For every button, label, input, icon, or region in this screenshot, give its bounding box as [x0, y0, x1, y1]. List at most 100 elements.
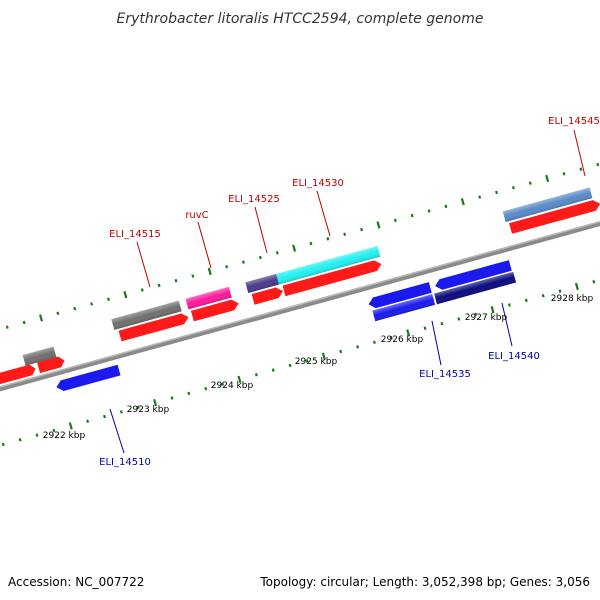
upper-minor-tick: [5, 325, 9, 329]
gene-eli-14535-arrow: [368, 282, 432, 309]
lower-minor-tick: [558, 289, 562, 293]
lower-major-tick: [237, 375, 242, 384]
upper-minor-tick: [191, 274, 195, 278]
upper-minor-tick: [174, 278, 178, 283]
upper-minor-tick: [107, 297, 110, 302]
backbone-highlight: [0, 197, 600, 396]
tick-row-upper: [5, 162, 600, 329]
lower-minor-tick: [474, 312, 478, 317]
gene-red-arrow-1: [0, 364, 36, 385]
tick-label-2925: 2925 kbp: [295, 357, 338, 367]
upper-minor-tick: [427, 209, 431, 213]
upper-minor-tick: [90, 302, 94, 306]
gene-grey-left-shine: [22, 346, 57, 366]
lower-major-tick: [406, 329, 411, 337]
gene-label-eli-14515[interactable]: ELI_14515: [109, 229, 161, 240]
upper-minor-tick: [275, 251, 279, 255]
lower-minor-tick: [592, 280, 596, 284]
upper-minor-tick: [579, 167, 583, 171]
lower-minor-tick: [136, 405, 140, 410]
upper-minor-tick: [528, 181, 532, 185]
gene-eli-14525-arrow: [251, 287, 284, 305]
lower-minor-tick: [170, 396, 174, 400]
lower-minor-tick: [271, 368, 275, 372]
genome-track: [0, 162, 600, 447]
gene-label-eli-14510[interactable]: ELI_14510: [99, 457, 151, 468]
lower-minor-tick: [254, 373, 258, 377]
gene-label-ruvc[interactable]: ruvC: [185, 210, 208, 221]
genome-title: Erythrobacter litoralis HTCC2594, comple…: [117, 11, 484, 27]
leader-eli-14515: [136, 241, 151, 288]
gene-eli-14545-upper-shine: [502, 187, 593, 223]
lower-minor-tick: [372, 340, 376, 344]
tick-label-2928: 2928 kbp: [551, 294, 594, 304]
upper-minor-tick: [225, 265, 229, 269]
gene-label-eli-14540[interactable]: ELI_14540: [488, 351, 540, 362]
lower-major-tick: [574, 282, 579, 291]
upper-minor-tick: [393, 218, 397, 223]
upper-major-tick: [292, 244, 297, 252]
gene-eli-14510-arrow: [56, 364, 121, 391]
gene-eli-14535-lower-shine: [372, 294, 436, 322]
leader-eli-14535: [431, 320, 442, 366]
tick-label-2923: 2923 kbp: [127, 405, 170, 415]
lower-minor-tick: [389, 335, 393, 340]
leader-eli-14525: [254, 206, 268, 254]
lower-minor-tick: [187, 391, 191, 396]
upper-minor-tick: [562, 172, 566, 176]
genome-summary-text: Topology: circular; Length: 3,052,398 bp…: [259, 575, 590, 589]
lower-minor-tick: [457, 317, 461, 321]
lower-major-tick: [153, 398, 158, 407]
gene-label-eli-14535[interactable]: ELI_14535: [419, 369, 471, 380]
accession-text: Accession: NC_007722: [8, 575, 144, 589]
lower-minor-tick: [221, 382, 225, 386]
gene-label-eli-14545[interactable]: ELI_14545: [548, 116, 600, 127]
tick-label-2926: 2926 kbp: [381, 335, 424, 345]
upper-minor-tick: [360, 227, 364, 232]
genome-backbone: [0, 197, 600, 400]
upper-minor-tick: [410, 213, 414, 218]
gene-leader-lines: [109, 129, 586, 454]
leader-eli-14510: [109, 408, 125, 454]
gene-ruvc-upper-shine: [185, 286, 232, 310]
upper-minor-tick: [140, 288, 144, 292]
gene-eli-14540-lower-shine: [434, 271, 517, 305]
lower-major-tick: [321, 352, 326, 360]
gene-eli-14525-upper-shine: [245, 273, 280, 293]
lower-minor-tick: [35, 433, 39, 437]
lower-minor-tick: [541, 294, 545, 298]
lower-minor-tick: [204, 386, 208, 391]
upper-minor-tick: [495, 190, 499, 195]
lower-minor-tick: [356, 345, 360, 349]
lower-minor-tick: [86, 419, 90, 423]
upper-minor-tick: [478, 195, 482, 199]
tick-label-2927: 2927 kbp: [465, 313, 508, 323]
upper-major-tick: [39, 314, 44, 322]
upper-major-tick: [123, 290, 128, 299]
gene-eli-14515-upper-shine: [111, 300, 182, 330]
leader-eli-14530: [316, 190, 331, 237]
gene-eli-14515-arrow: [118, 313, 189, 342]
lower-major-tick: [68, 422, 73, 430]
gene-red-arrow-2: [37, 356, 65, 374]
upper-minor-tick: [309, 241, 313, 246]
upper-major-tick: [460, 198, 465, 206]
leader-eli-14540: [501, 302, 513, 347]
upper-minor-tick: [444, 204, 448, 209]
upper-minor-tick: [56, 311, 60, 315]
upper-minor-tick: [242, 260, 245, 264]
lower-minor-tick: [52, 428, 56, 433]
gene-label-eli-14525[interactable]: ELI_14525: [228, 194, 280, 205]
lower-minor-tick: [103, 414, 106, 419]
upper-minor-tick: [511, 186, 515, 190]
gene-eli-14530-upper-shine: [276, 245, 381, 285]
upper-minor-tick: [343, 232, 347, 236]
gene-label-eli-14530[interactable]: ELI_14530: [292, 178, 344, 189]
lower-minor-tick: [440, 321, 444, 326]
tick-row-lower: [1, 280, 596, 447]
gene-ruvc-arrow: [190, 299, 239, 322]
lower-minor-tick: [507, 303, 511, 307]
upper-minor-tick: [258, 255, 262, 260]
